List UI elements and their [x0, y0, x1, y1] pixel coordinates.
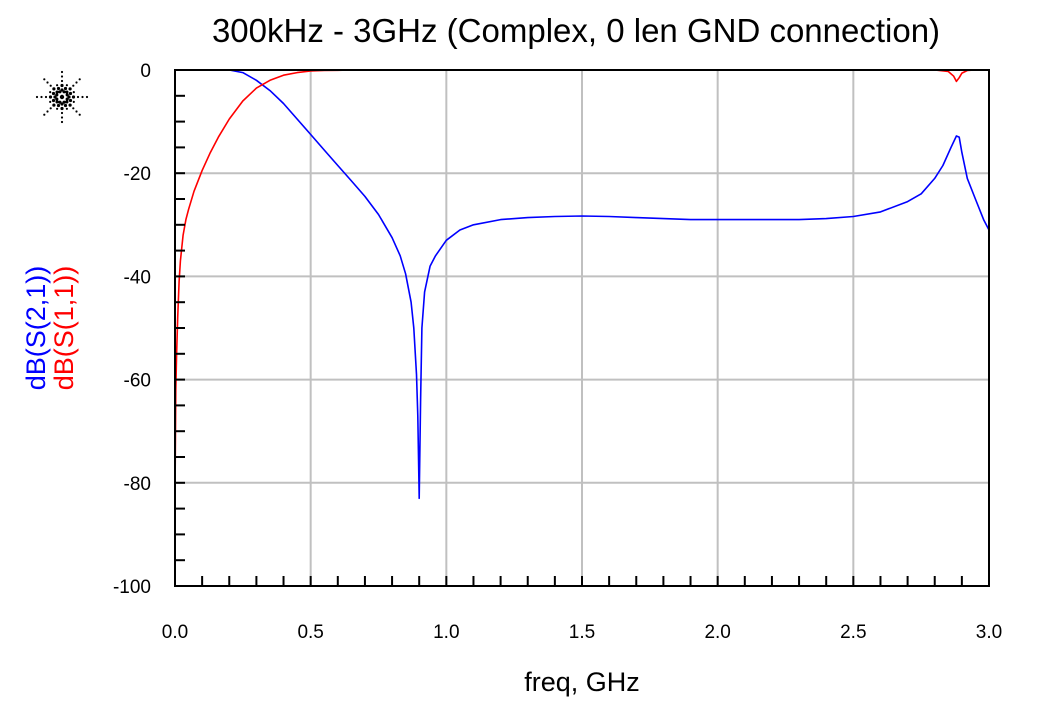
grid-lines — [175, 70, 989, 586]
y-tick-label: 0 — [140, 61, 151, 82]
y-tick-label: -20 — [124, 164, 151, 185]
y-tick-label: -80 — [124, 474, 151, 495]
y-tick-label: -40 — [124, 267, 151, 288]
y-tick-label: -100 — [113, 577, 151, 598]
y-tick-label: -60 — [124, 371, 151, 392]
minor-ticks — [174, 69, 990, 587]
series-lines — [174, 69, 990, 500]
x-tick-labels: 0.0 0.5 1.0 1.5 2.0 2.5 3.0 — [162, 622, 1002, 643]
x-tick-label: 0.5 — [297, 622, 323, 643]
y-tick-labels: 0 -20 -40 -60 -80 -100 — [113, 61, 151, 598]
x-tick-label: 0.0 — [162, 622, 188, 643]
y-axis-label-1: dB(S(2,1)) — [21, 266, 51, 391]
x-axis-label: freq, GHz — [524, 667, 640, 697]
x-tick-label: 2.5 — [840, 622, 866, 643]
x-tick-label: 2.0 — [704, 622, 730, 643]
x-tick-label: 1.5 — [569, 622, 595, 643]
y-axis-labels: dB(S(2,1))dB(S(1,1)) — [21, 266, 79, 391]
y-axis-label-2: dB(S(1,1)) — [49, 266, 79, 391]
series-line-2 — [174, 69, 989, 483]
x-tick-label: 1.0 — [433, 622, 459, 643]
chart-title: 300kHz - 3GHz (Complex, 0 len GND connec… — [211, 12, 941, 49]
x-tick-label: 3.0 — [976, 622, 1002, 643]
series-line-1 — [175, 69, 990, 500]
logo-icon — [35, 70, 89, 124]
